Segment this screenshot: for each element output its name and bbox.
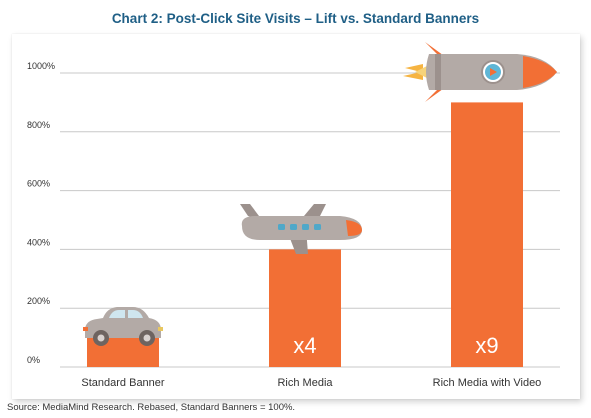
bar bbox=[269, 249, 341, 367]
car-icon bbox=[83, 307, 163, 346]
source-note: Source: MediaMind Research. Rebased, Sta… bbox=[7, 402, 296, 413]
x-tick-label: Standard Banner bbox=[81, 377, 165, 389]
y-tick-label: 400% bbox=[27, 237, 50, 247]
chart-title: Chart 2: Post-Click Site Visits – Lift v… bbox=[111, 11, 480, 26]
x-tick-label: Rich Media bbox=[277, 377, 333, 389]
y-tick-label: 800% bbox=[27, 120, 50, 130]
airplane-icon bbox=[240, 204, 362, 254]
y-tick-label: 200% bbox=[27, 296, 50, 306]
y-tick-label: 1000% bbox=[27, 61, 55, 71]
y-tick-label: 600% bbox=[27, 179, 50, 189]
bar bbox=[451, 102, 523, 368]
data-label: x9 bbox=[475, 333, 498, 358]
rocket-icon bbox=[403, 42, 557, 102]
x-tick-label: Rich Media with Video bbox=[433, 377, 542, 389]
y-tick-label: 0% bbox=[27, 355, 40, 365]
data-label: x4 bbox=[293, 333, 316, 358]
